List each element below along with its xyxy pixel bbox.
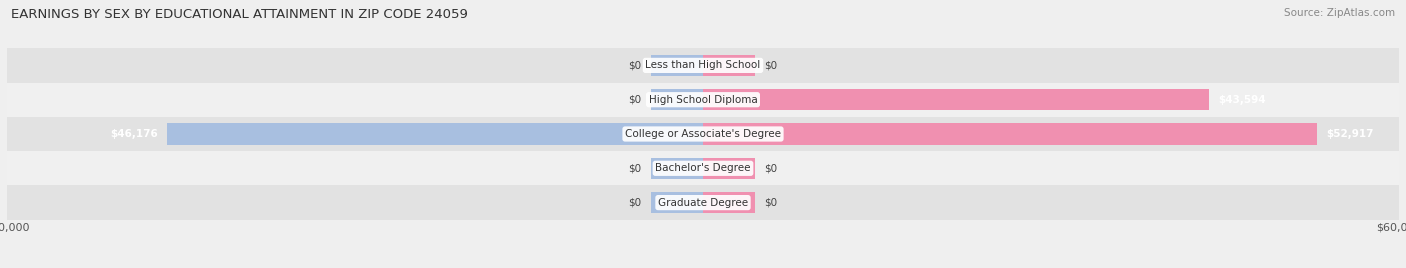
Bar — [7, 83, 1399, 117]
Text: Less than High School: Less than High School — [645, 60, 761, 70]
Text: $0: $0 — [765, 163, 778, 173]
Text: $0: $0 — [628, 60, 641, 70]
Bar — [7, 151, 1399, 185]
Text: Graduate Degree: Graduate Degree — [658, 198, 748, 208]
Text: $0: $0 — [765, 198, 778, 208]
Bar — [703, 89, 1209, 110]
Bar — [651, 158, 703, 179]
Bar — [7, 185, 1399, 220]
Bar — [7, 48, 1399, 83]
Text: $46,176: $46,176 — [110, 129, 157, 139]
Bar — [703, 55, 755, 76]
Text: Source: ZipAtlas.com: Source: ZipAtlas.com — [1284, 8, 1395, 18]
Text: Bachelor's Degree: Bachelor's Degree — [655, 163, 751, 173]
Bar — [651, 89, 703, 110]
Text: $43,594: $43,594 — [1218, 95, 1265, 105]
Bar — [7, 117, 1399, 151]
Bar — [167, 123, 703, 145]
Text: $52,917: $52,917 — [1326, 129, 1374, 139]
Text: EARNINGS BY SEX BY EDUCATIONAL ATTAINMENT IN ZIP CODE 24059: EARNINGS BY SEX BY EDUCATIONAL ATTAINMEN… — [11, 8, 468, 21]
Bar — [703, 192, 755, 213]
Text: $0: $0 — [628, 163, 641, 173]
Text: $0: $0 — [628, 95, 641, 105]
Bar — [651, 192, 703, 213]
Text: $0: $0 — [765, 60, 778, 70]
Text: College or Associate's Degree: College or Associate's Degree — [626, 129, 780, 139]
Bar — [703, 158, 755, 179]
Text: $0: $0 — [628, 198, 641, 208]
Text: High School Diploma: High School Diploma — [648, 95, 758, 105]
Bar — [651, 55, 703, 76]
Bar — [703, 123, 1317, 145]
